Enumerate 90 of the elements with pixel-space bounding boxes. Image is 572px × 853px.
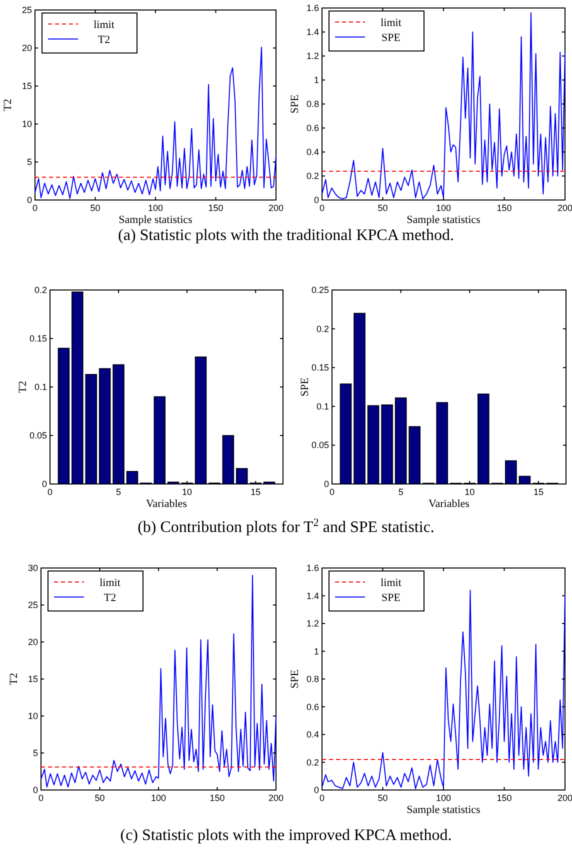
y-tick-label: 1.4 bbox=[306, 27, 319, 37]
y-tick-label: 0.15 bbox=[29, 334, 47, 344]
y-tick-label: 15 bbox=[28, 674, 38, 684]
x-tick-label: 10 bbox=[464, 487, 475, 497]
legend-label: SPE bbox=[382, 592, 401, 604]
y-axis-title: T2 bbox=[8, 672, 20, 686]
text: (b) Contribution plots for T$^{2}$ and SPE statistic. bbox=[138, 517, 434, 536]
legend-label: limit bbox=[94, 19, 114, 31]
y-tick-label: 0.05 bbox=[311, 440, 329, 450]
x-tick-label: 200 bbox=[268, 793, 284, 803]
text: (a) Statistic plots with the traditional KPCA method. bbox=[118, 227, 454, 244]
y-tick-label: 1 bbox=[314, 646, 319, 656]
x-tick-label: 150 bbox=[208, 203, 224, 213]
x-tick-label: 100 bbox=[436, 793, 452, 803]
x-tick-label: 100 bbox=[150, 793, 166, 803]
line-series bbox=[322, 590, 566, 790]
y-tick-label: 0.25 bbox=[311, 285, 329, 295]
y-tick-label: 0.8 bbox=[306, 99, 319, 109]
y-axis-title: SPE bbox=[289, 94, 301, 114]
x-tick-label: 150 bbox=[496, 203, 512, 213]
y-tick-label: 0.8 bbox=[306, 674, 319, 684]
y-tick-label: 25 bbox=[22, 5, 32, 15]
y-tick-label: 0.1 bbox=[34, 382, 47, 392]
x-tick-label: 5 bbox=[398, 487, 404, 497]
y-tick-label: 20 bbox=[28, 637, 38, 647]
x-axis-title: Sample statistics bbox=[406, 804, 480, 816]
y-tick-label: 0 bbox=[42, 479, 47, 489]
x-axis-title: Sample statistics bbox=[118, 214, 192, 226]
legend-label: limit bbox=[380, 17, 402, 29]
x-tick-label: 150 bbox=[496, 793, 512, 803]
x-tick-label: 15 bbox=[250, 487, 261, 497]
x-tick-label: 100 bbox=[436, 203, 452, 213]
y-tick-label: 0.2 bbox=[316, 324, 329, 334]
y-tick-label: 0.4 bbox=[306, 730, 319, 740]
y-tick-label: 1.6 bbox=[306, 3, 319, 13]
y-tick-label: 30 bbox=[28, 563, 38, 573]
legend-label: T2 bbox=[98, 34, 110, 46]
legend-label: limit bbox=[380, 577, 402, 589]
y-tick-label: 25 bbox=[28, 600, 38, 610]
x-tick-label: 200 bbox=[557, 793, 572, 803]
line-series bbox=[40, 574, 276, 788]
y-tick-label: 1.2 bbox=[306, 51, 319, 61]
y-tick-label: 0 bbox=[32, 785, 38, 795]
x-tick-label: 50 bbox=[94, 793, 105, 803]
line-series bbox=[34, 46, 276, 199]
y-tick-label: 0.1 bbox=[316, 401, 329, 412]
y-tick-label: 1.6 bbox=[306, 563, 319, 573]
y-tick-label: 0.2 bbox=[34, 285, 47, 295]
y-axis-title: SPE bbox=[299, 377, 311, 396]
y-tick-label: 10 bbox=[22, 119, 32, 129]
y-axis-title: T2 bbox=[17, 380, 29, 394]
y-tick-label: 0 bbox=[26, 195, 32, 205]
y-tick-label: 0 bbox=[324, 479, 329, 489]
y-tick-label: 1 bbox=[314, 75, 319, 85]
y-tick-label: 0.6 bbox=[306, 702, 319, 712]
x-tick-label: 50 bbox=[90, 203, 100, 213]
y-tick-label: 1.4 bbox=[306, 590, 319, 601]
y-axis-title: T2 bbox=[2, 98, 14, 112]
y-tick-label: 0.2 bbox=[306, 757, 319, 768]
y-tick-label: 1.2 bbox=[306, 618, 319, 628]
y-tick-label: 0.4 bbox=[306, 147, 319, 157]
x-axis-title: Sample statistics bbox=[406, 214, 480, 226]
y-tick-label: 5 bbox=[26, 157, 32, 167]
x-tick-label: 50 bbox=[378, 793, 388, 803]
x-tick-label: 5 bbox=[116, 487, 122, 497]
y-tick-label: 5 bbox=[32, 748, 38, 758]
x-tick-label: 150 bbox=[210, 793, 225, 803]
y-tick-label: 20 bbox=[22, 43, 32, 53]
x-tick-label: 10 bbox=[182, 487, 192, 497]
legend-label: SPE bbox=[382, 32, 401, 44]
y-tick-label: 0.05 bbox=[29, 430, 47, 440]
y-tick-label: 0.15 bbox=[311, 362, 329, 373]
legend-label: limit bbox=[100, 577, 120, 589]
y-tick-label: 0.2 bbox=[306, 171, 319, 181]
y-tick-label: 10 bbox=[28, 711, 38, 721]
x-axis-title: Variables bbox=[428, 498, 470, 510]
x-axis-title: Variables bbox=[146, 498, 187, 510]
x-tick-label: 15 bbox=[533, 487, 544, 497]
line-series bbox=[322, 12, 566, 200]
y-tick-label: 0 bbox=[314, 785, 319, 795]
text: (c) Statistic plots with the improved KPCA method. bbox=[120, 827, 452, 844]
x-tick-label: 200 bbox=[268, 203, 284, 213]
y-tick-label: 0 bbox=[314, 195, 319, 205]
y-tick-label: 15 bbox=[22, 81, 32, 91]
legend-label: T2 bbox=[104, 592, 116, 604]
x-tick-label: 100 bbox=[148, 203, 164, 213]
y-axis-title: SPE bbox=[289, 669, 301, 688]
y-tick-label: 0.6 bbox=[306, 123, 319, 133]
x-tick-label: 50 bbox=[378, 203, 388, 213]
x-tick-label: 200 bbox=[557, 203, 572, 213]
